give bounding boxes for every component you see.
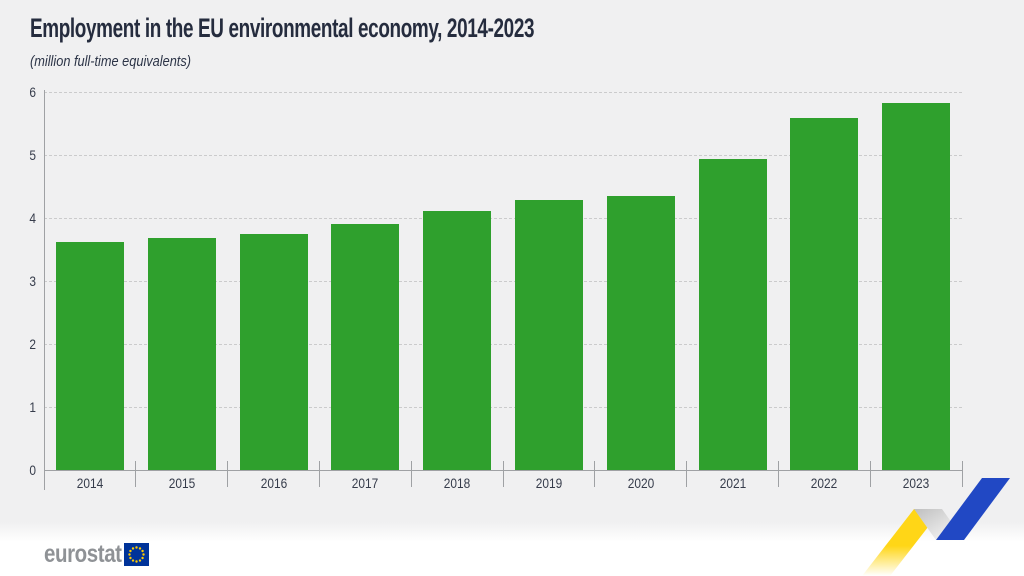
chart-title: Employment in the EU environmental econo… <box>30 13 535 43</box>
x-axis-tick <box>777 461 779 487</box>
zigzag-trend-ribbon-icon <box>862 478 1010 576</box>
bar-2023 <box>882 103 951 470</box>
x-axis-tick <box>502 461 504 487</box>
x-axis-tick <box>135 461 137 487</box>
x-axis-label: 2020 <box>627 475 654 491</box>
bar-2014 <box>55 242 124 470</box>
y-axis-line <box>43 90 45 490</box>
bar-2022 <box>790 118 859 470</box>
y-axis-label: 2 <box>29 336 36 352</box>
x-axis-tick <box>43 461 45 487</box>
bar-2015 <box>147 238 216 470</box>
x-axis-label: 2017 <box>352 475 379 491</box>
bar-2020 <box>606 196 675 470</box>
bar-2019 <box>514 200 583 470</box>
x-axis-label: 2023 <box>902 475 930 491</box>
x-axis-tick <box>686 461 688 487</box>
gridline-y-5 <box>44 155 962 156</box>
x-axis-tick <box>318 461 320 487</box>
y-axis-label: 5 <box>29 147 36 163</box>
gridline-y-1 <box>44 407 962 408</box>
eu-flag-icon <box>123 543 149 566</box>
gridline-y-2 <box>44 344 962 345</box>
x-axis-tick <box>227 461 229 487</box>
x-axis-tick <box>869 461 871 487</box>
bar-2021 <box>698 159 767 470</box>
y-axis-label: 1 <box>29 399 36 415</box>
x-axis-tick <box>594 461 596 487</box>
bar-2018 <box>423 211 492 470</box>
bar-2016 <box>239 234 308 470</box>
x-axis-label: 2015 <box>168 475 195 491</box>
chart-subtitle: (million full-time equivalents) <box>30 54 191 70</box>
x-axis-tick <box>961 461 963 487</box>
y-axis-label: 0 <box>29 462 36 478</box>
gridline-y-4 <box>44 218 962 219</box>
x-axis-label: 2014 <box>76 475 104 491</box>
gridline-y-6 <box>44 92 962 93</box>
bar-2017 <box>331 224 400 470</box>
eurostat-logo: eurostat <box>44 540 149 569</box>
x-axis-label: 2021 <box>719 475 746 491</box>
x-axis-label: 2022 <box>811 475 838 491</box>
eurostat-logo-text: eurostat <box>44 540 122 568</box>
gridline-y-3 <box>44 281 962 282</box>
y-axis-label: 6 <box>29 84 36 100</box>
x-axis-label: 2018 <box>443 475 471 491</box>
x-axis-label: 2019 <box>535 475 563 491</box>
x-axis-label: 2016 <box>260 475 287 491</box>
y-axis-label: 4 <box>29 210 36 226</box>
x-axis-tick <box>410 461 412 487</box>
y-axis-label: 3 <box>29 273 36 289</box>
